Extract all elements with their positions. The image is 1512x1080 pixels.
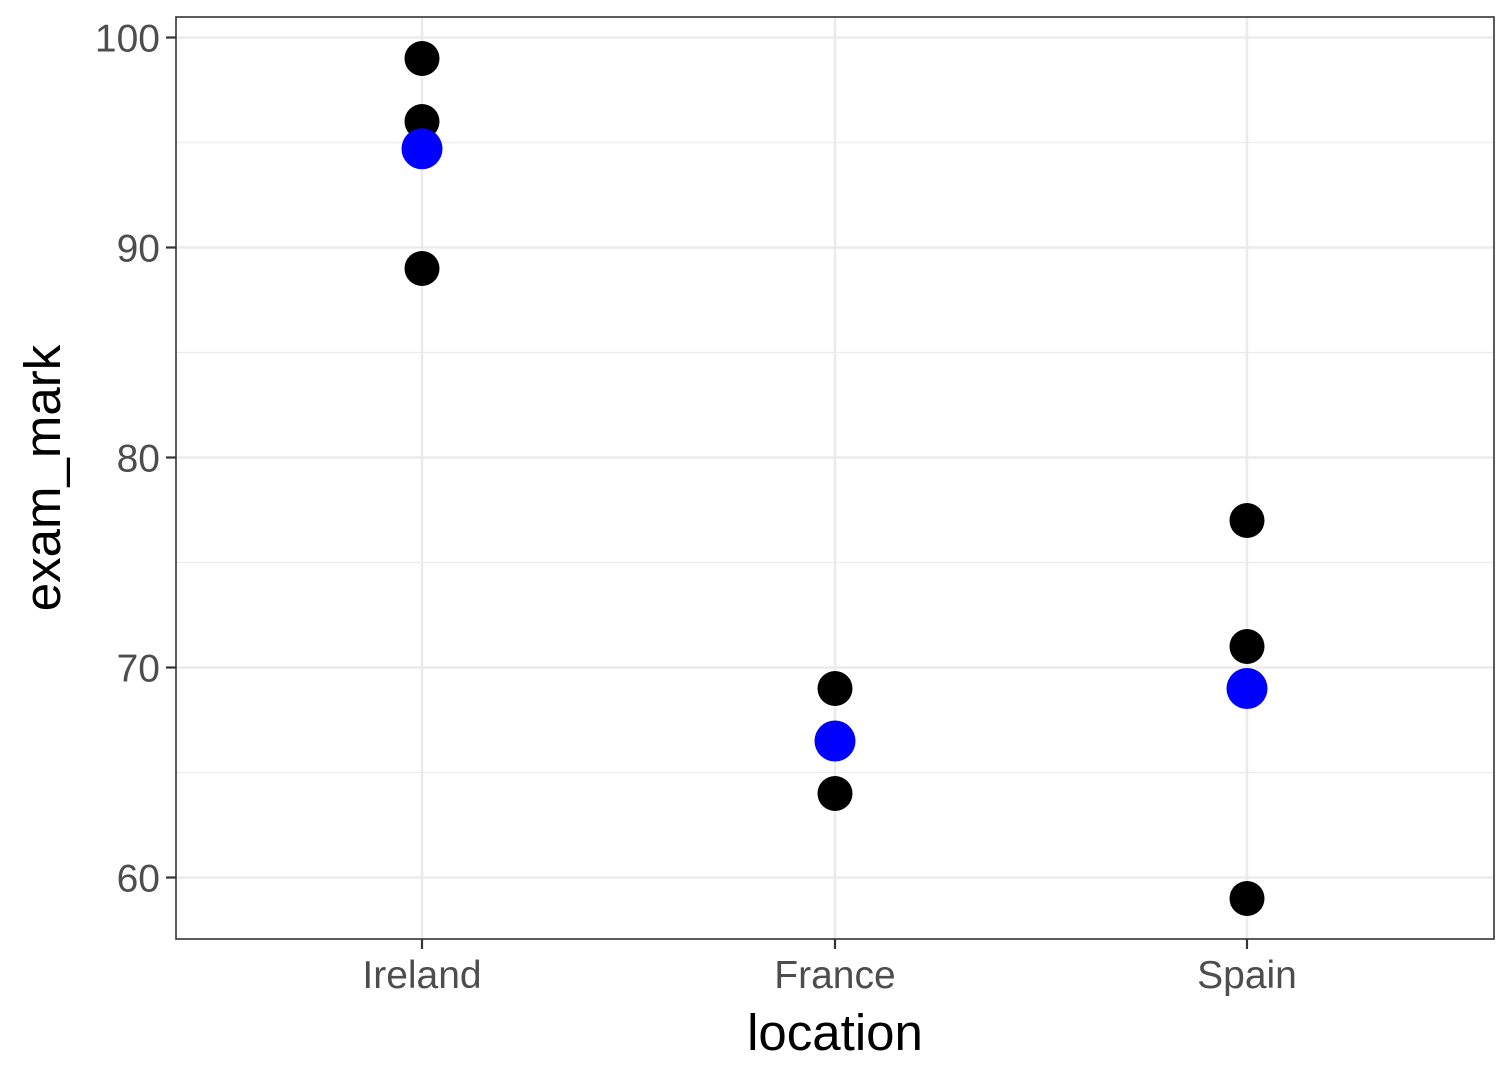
x-axis-title: location	[747, 1004, 923, 1061]
grid-lines	[176, 17, 1494, 939]
axis-ticks: 60 70 80 90 100 Ireland France Spain	[95, 18, 1297, 998]
y-tick-label: 70	[117, 648, 160, 691]
mean-point	[1226, 668, 1268, 709]
x-tick-label-spain: Spain	[1197, 954, 1297, 997]
data-point	[1229, 629, 1265, 664]
data-points	[401, 41, 1268, 916]
x-tick-label-france: France	[774, 954, 895, 997]
y-tick-label: 60	[117, 858, 160, 901]
x-tick-label-ireland: Ireland	[362, 954, 481, 997]
y-tick-label: 80	[117, 438, 160, 481]
data-point	[1229, 881, 1265, 916]
y-tick-label: 90	[117, 228, 160, 271]
y-axis-title: exam_mark	[14, 344, 71, 611]
data-point	[817, 671, 853, 706]
data-point	[404, 104, 440, 139]
mean-point	[401, 128, 443, 170]
y-tick-label: 100	[95, 18, 160, 61]
mean-point	[814, 720, 856, 762]
data-point	[404, 41, 440, 76]
data-point	[404, 251, 440, 286]
data-point	[1229, 503, 1265, 538]
data-point	[817, 776, 853, 811]
